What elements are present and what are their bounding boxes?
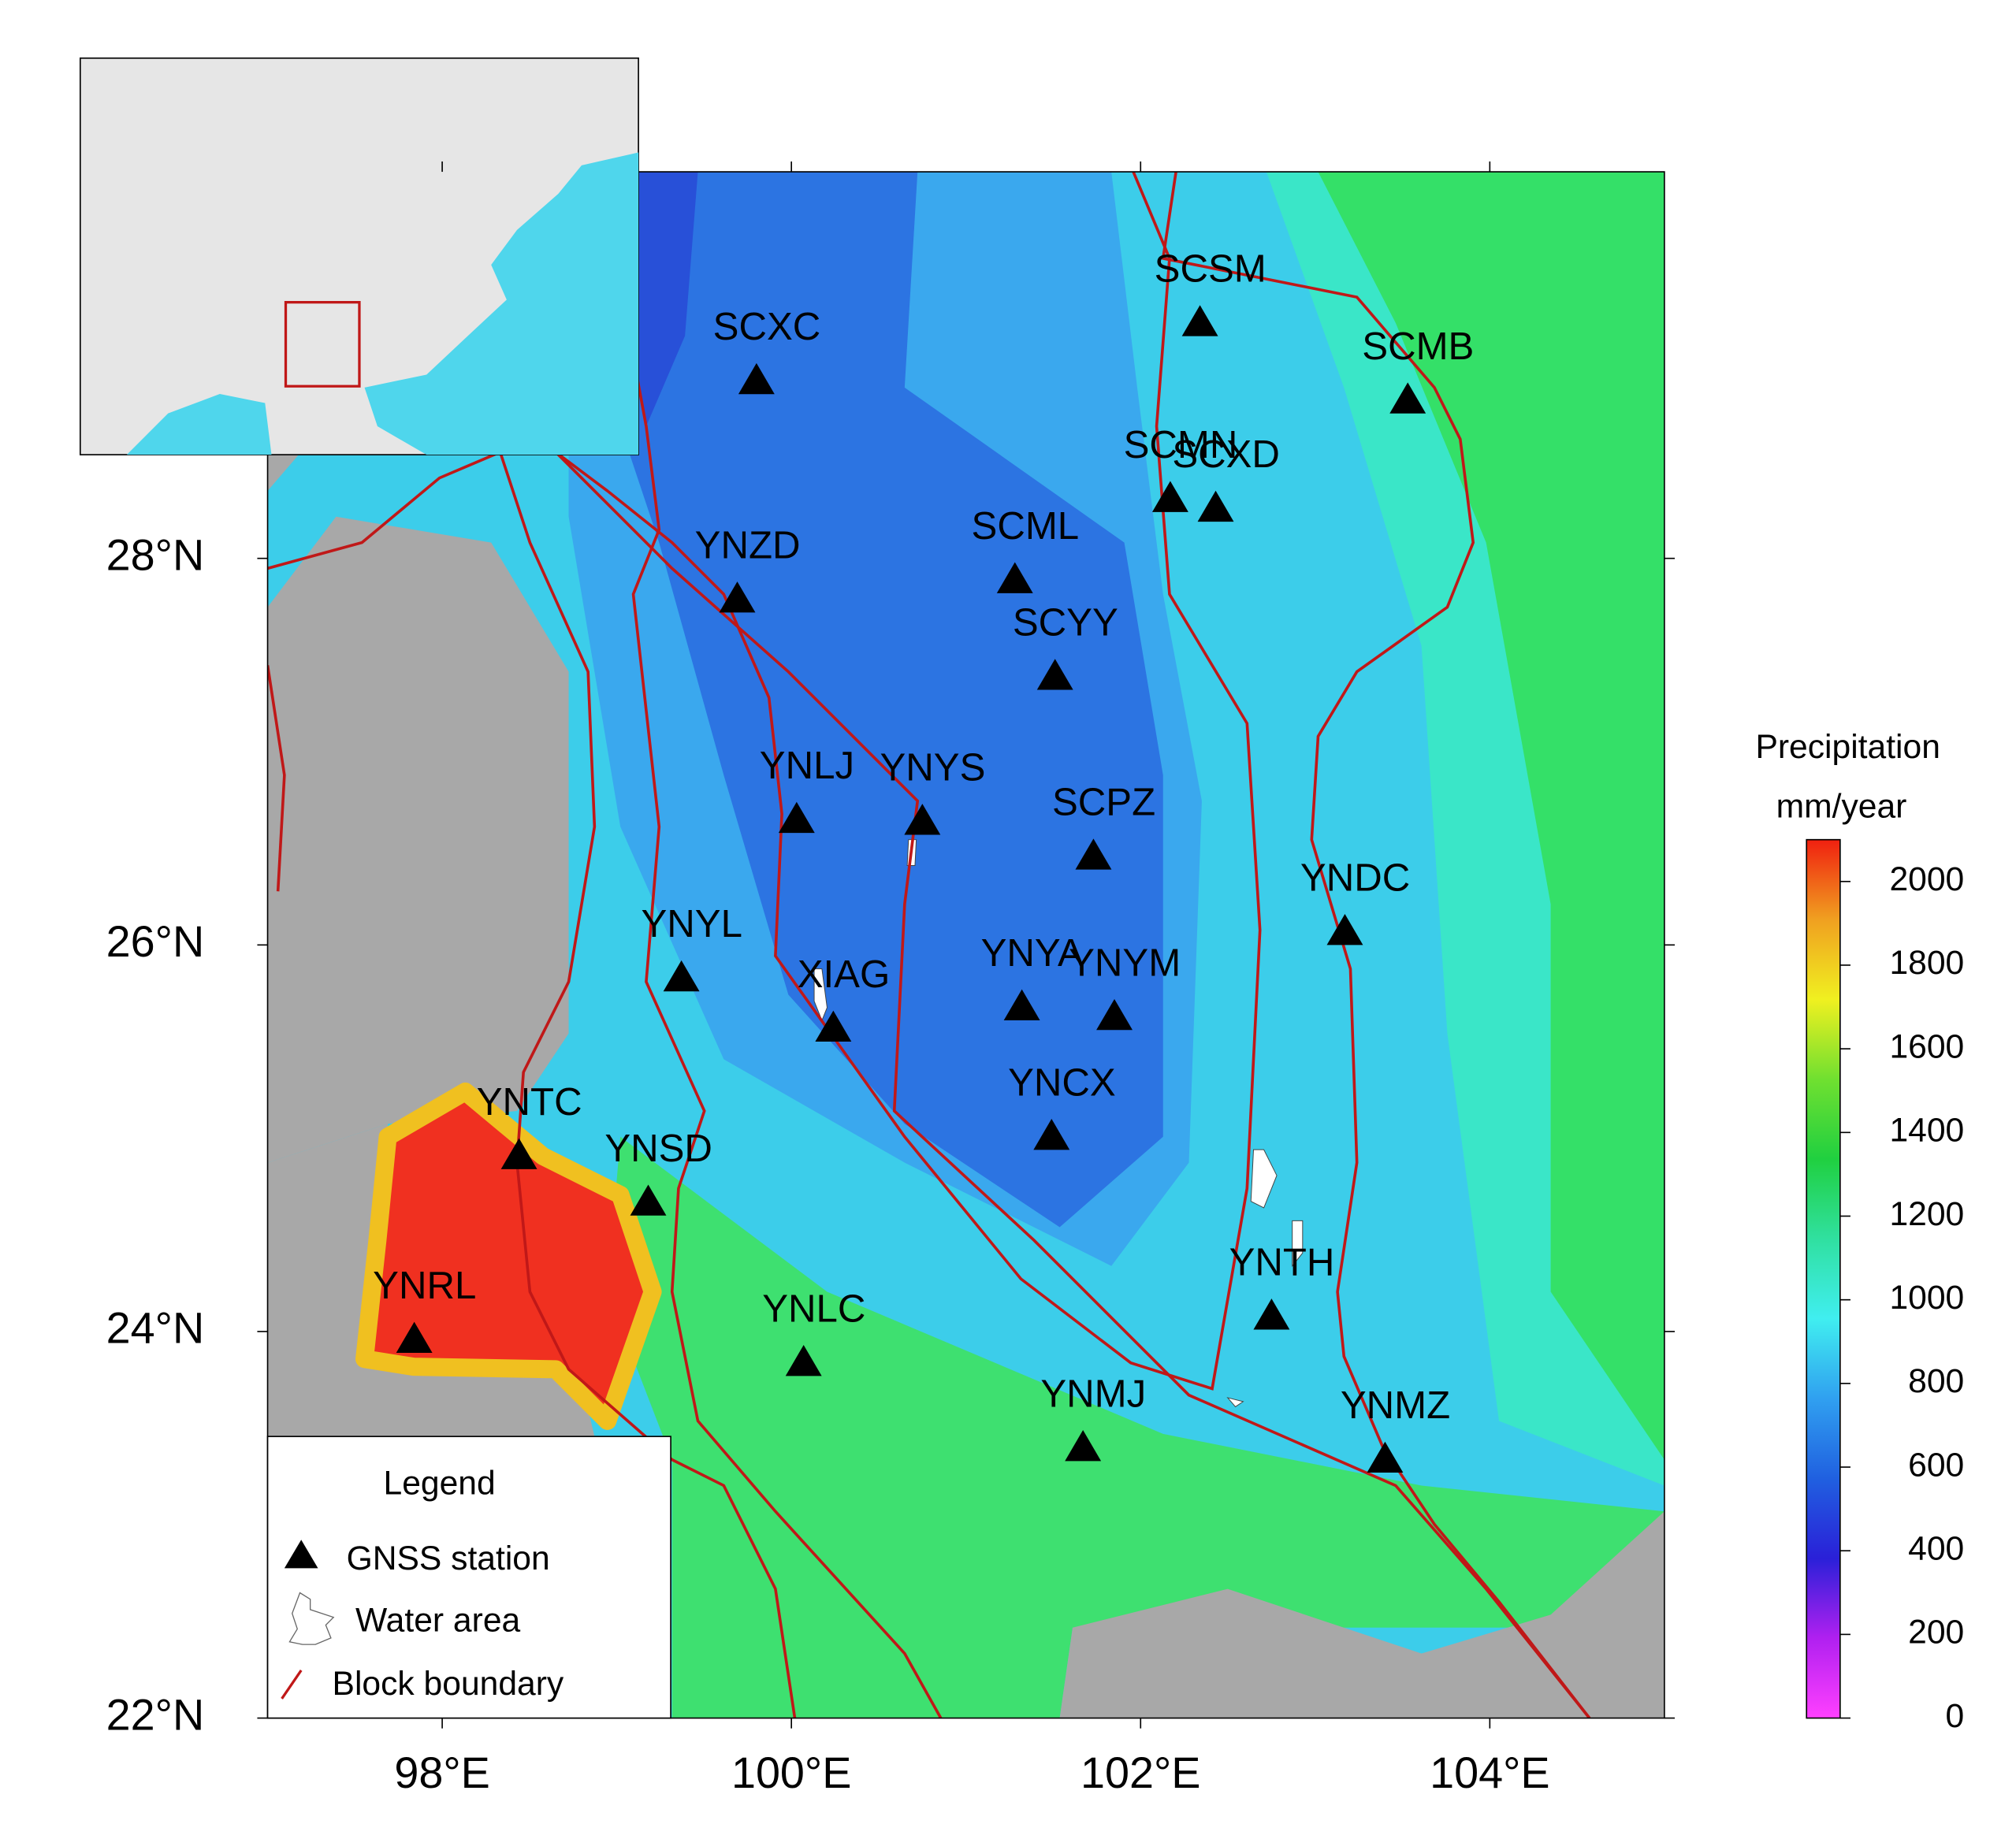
station-label: YNMJ (1040, 1372, 1146, 1415)
gnss-station (719, 581, 756, 613)
y-tick-label: 28°N (106, 530, 205, 579)
station-label: YNZD (695, 523, 801, 567)
colorbar (1806, 838, 1841, 1719)
station-label: SCYY (1013, 601, 1118, 645)
colorbar-tick-label: 1800 (1889, 944, 1964, 982)
y-tick-label: 22°N (106, 1690, 205, 1739)
gnss-station (1151, 481, 1188, 512)
station-label: YNLC (762, 1287, 865, 1330)
gnss-station (738, 362, 775, 395)
station-label: YNYL (641, 902, 742, 945)
station-label: YNYM (1069, 941, 1181, 984)
gnss-station (996, 562, 1033, 593)
colorbar-tick-label: 1400 (1889, 1112, 1964, 1150)
station-label: YNTH (1229, 1241, 1335, 1284)
x-tick-label: 104°E (1430, 1748, 1549, 1797)
colorbar-tick-label: 600 (1908, 1446, 1964, 1484)
colorbar-tick-label: 1200 (1889, 1195, 1964, 1233)
x-tick-label: 98°E (394, 1748, 489, 1797)
legend-item: Block boundary (333, 1665, 564, 1703)
gnss-station (500, 1138, 537, 1169)
colorbar-tick-label: 800 (1908, 1362, 1964, 1400)
station-label: XIAG (798, 953, 891, 996)
colorbar-tick-label: 200 (1908, 1614, 1964, 1651)
gnss-station (1253, 1298, 1290, 1330)
station-label: YNDC (1300, 856, 1410, 899)
station-label: SCMB (1362, 325, 1474, 368)
legend-item: Water area (355, 1602, 520, 1640)
legend-item: GNSS station (347, 1540, 550, 1577)
station-label: YNYS (880, 746, 985, 789)
station-label: YNYA (981, 931, 1084, 975)
map-background (267, 172, 1665, 1718)
gnss-station (1033, 1119, 1070, 1150)
station-label: YNRL (373, 1264, 476, 1307)
station-label: SCMN (1124, 423, 1238, 466)
gnss-station (778, 801, 815, 834)
legend-title: Legend (384, 1465, 496, 1503)
colorbar-tick-label: 1600 (1889, 1027, 1964, 1065)
gnss-station (1326, 914, 1363, 945)
gnss-station (785, 1345, 822, 1376)
station-label: SCXD (1172, 433, 1280, 476)
gnss-station (663, 960, 700, 992)
gnss-station (1065, 1429, 1102, 1462)
station-label: YNLJ (760, 744, 854, 787)
colorbar-tick-label: 2000 (1889, 860, 1964, 898)
x-tick-label: 102°E (1081, 1748, 1200, 1797)
station-label: SCML (972, 504, 1080, 548)
gnss-station (1036, 659, 1073, 690)
legend: Legend GNSS station Water area Block bou… (266, 1436, 671, 1719)
station-label: YNCX (1008, 1061, 1116, 1104)
gnss-station (1096, 998, 1133, 1031)
gnss-station (904, 804, 941, 835)
gnss-station (630, 1184, 667, 1216)
x-tick-label: 100°E (731, 1748, 851, 1797)
inset-map (80, 57, 639, 455)
colorbar-tick-label: 1000 (1889, 1279, 1964, 1317)
station-label: SCXC (713, 305, 821, 348)
station-label: YNTC (477, 1080, 582, 1124)
station-label: YNMZ (1341, 1384, 1450, 1427)
y-tick-label: 26°N (106, 917, 205, 966)
colorbar-title: Precipitation (1755, 728, 1940, 766)
gnss-station (1367, 1441, 1404, 1473)
colorbar-tick-label: 400 (1908, 1529, 1964, 1567)
gnss-station (1075, 838, 1112, 870)
gnss-station (396, 1321, 433, 1353)
station-label: SCSM (1155, 247, 1267, 291)
colorbar-tick-label: 0 (1946, 1697, 1965, 1735)
gnss-station (815, 1010, 852, 1042)
gnss-station (1389, 382, 1426, 414)
gnss-station (1181, 305, 1218, 336)
station-label: YNSD (604, 1127, 712, 1170)
station-label: SCPZ (1052, 781, 1155, 824)
gnss-station (1003, 989, 1040, 1021)
gnss-station (1197, 490, 1234, 522)
y-tick-label: 24°N (106, 1304, 205, 1353)
colorbar-unit: mm/year (1776, 788, 1907, 826)
